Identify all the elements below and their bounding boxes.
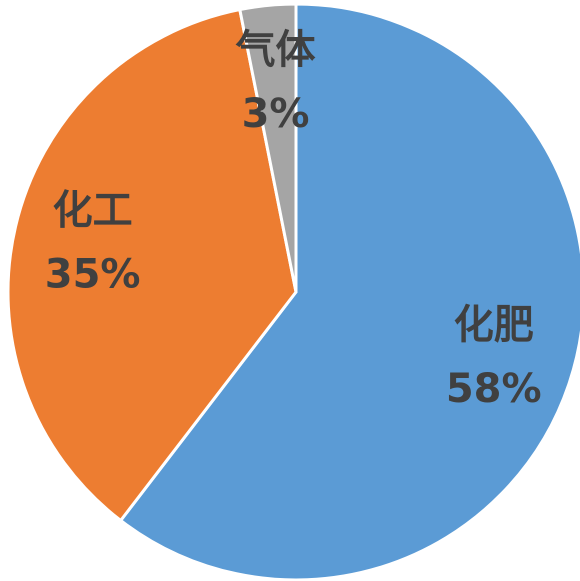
slice-category-label: 气体 <box>236 27 316 73</box>
pie-slice <box>6 8 298 522</box>
pie-slice <box>119 2 580 581</box>
slice-value-label: 58% <box>446 366 542 412</box>
pie-slice <box>238 2 298 294</box>
slice-category-label: 化工 <box>53 188 133 234</box>
slice-category-label: 化肥 <box>454 302 534 348</box>
slice-value-label: 35% <box>45 252 141 298</box>
slice-value-label: 3% <box>242 91 310 137</box>
